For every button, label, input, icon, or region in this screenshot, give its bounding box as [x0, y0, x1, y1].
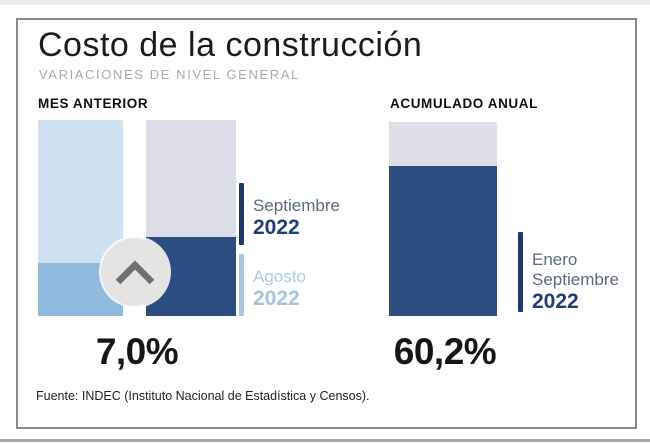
legend-year-label: 2022 — [532, 290, 579, 313]
legend-agosto-2022: Agosto 2022 — [253, 267, 306, 311]
legend-month-label: Septiembre — [253, 196, 340, 215]
top-edge-strip — [0, 0, 650, 5]
bottom-edge-strip — [0, 439, 650, 442]
legend-tick-enero-septiembre — [518, 232, 523, 312]
annual-accumulated-value: 60,2% — [393, 331, 497, 372]
legend-tick-agosto — [239, 254, 244, 316]
increase-badge — [101, 238, 169, 306]
legend-enero-septiembre-2022: Enero Septiembre 2022 — [532, 250, 619, 314]
section-header-mes-anterior: MES ANTERIOR — [38, 96, 149, 111]
legend-month-label: Septiembre — [532, 270, 619, 289]
legend-month-label: Enero — [532, 250, 578, 269]
monthly-variation-value: 7,0% — [95, 331, 179, 372]
page-subtitle: VARIACIONES DE NIVEL GENERAL — [39, 67, 300, 82]
bar-acumulado-anual — [389, 122, 497, 316]
legend-tick-septiembre — [239, 183, 244, 245]
section-header-acumulado-anual: ACUMULADO ANUAL — [390, 96, 538, 111]
source-attribution: Fuente: INDEC (Instituto Nacional de Est… — [36, 389, 370, 403]
legend-month-label: Agosto — [253, 267, 306, 286]
page-title: Costo de la construcción — [38, 26, 423, 64]
legend-year-label: 2022 — [253, 287, 300, 310]
bar-acumulado-anual-fill — [389, 166, 497, 316]
legend-year-label: 2022 — [253, 216, 300, 239]
legend-septiembre-2022: Septiembre 2022 — [253, 196, 340, 240]
chevron-up-icon — [115, 260, 155, 285]
